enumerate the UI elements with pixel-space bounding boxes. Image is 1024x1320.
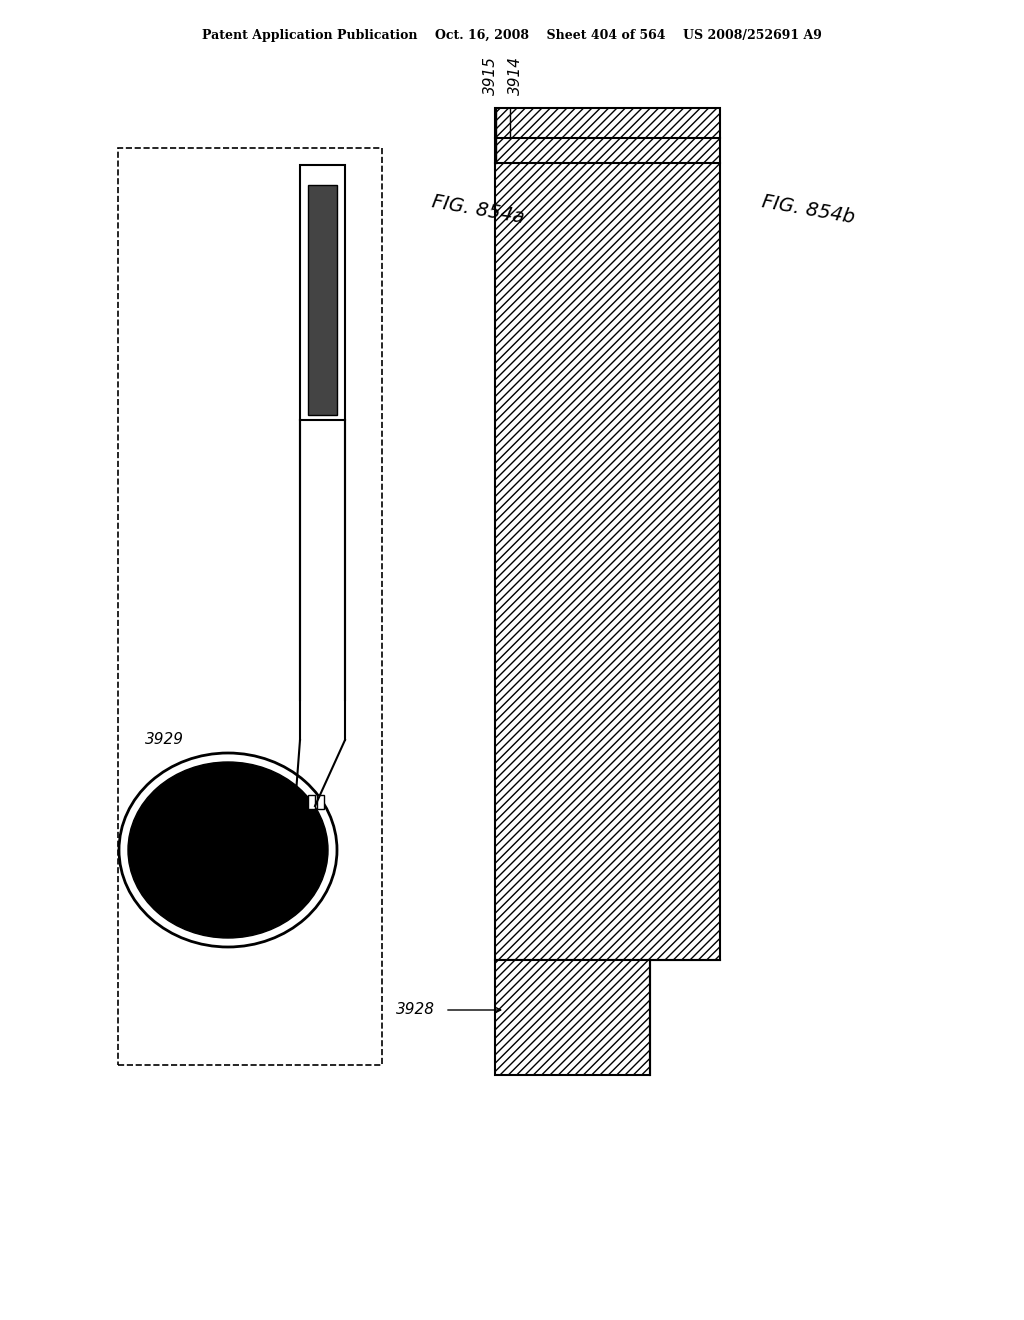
Bar <box>495 960 650 1074</box>
Text: FIG. 854b: FIG. 854b <box>760 193 856 227</box>
Text: 3928: 3928 <box>396 1002 435 1018</box>
Bar <box>300 165 345 420</box>
Bar <box>118 148 382 1065</box>
Text: FIG. 854a: FIG. 854a <box>430 193 525 227</box>
Ellipse shape <box>119 752 337 946</box>
Bar <box>317 795 324 809</box>
Bar <box>308 795 315 809</box>
Ellipse shape <box>128 762 328 939</box>
Text: 3915: 3915 <box>482 55 498 95</box>
Text: Patent Application Publication    Oct. 16, 2008    Sheet 404 of 564    US 2008/2: Patent Application Publication Oct. 16, … <box>202 29 822 41</box>
Bar <box>495 108 720 960</box>
Text: 3929: 3929 <box>145 733 184 747</box>
Bar <box>308 185 337 414</box>
Text: 3914: 3914 <box>508 55 522 95</box>
